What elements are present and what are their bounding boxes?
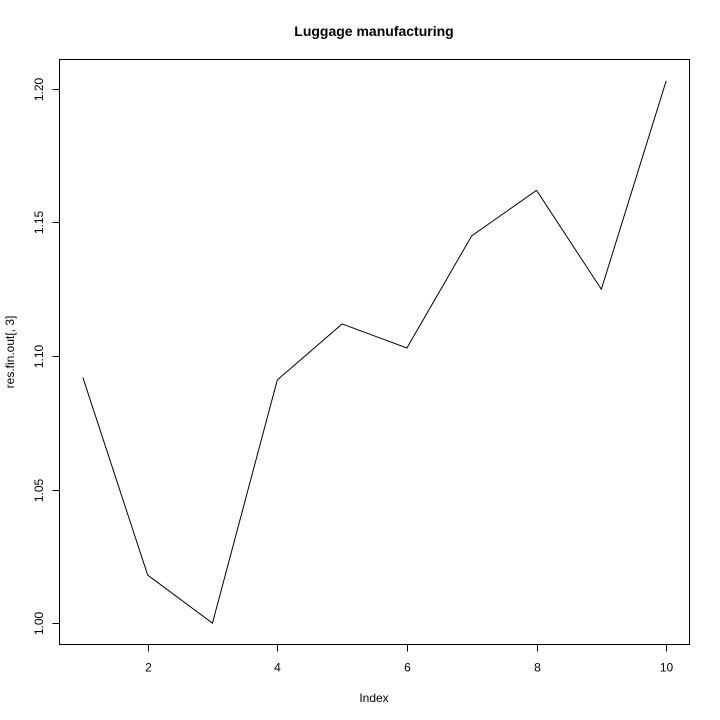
series-layer bbox=[82, 80, 667, 624]
series-line bbox=[82, 80, 667, 624]
x-axis: 2 4 6 8 10 bbox=[145, 644, 674, 675]
x-tick-label: 6 bbox=[404, 661, 411, 675]
plot-frame bbox=[59, 59, 690, 645]
x-axis-label: Index bbox=[359, 691, 388, 705]
y-tick-label: 1.05 bbox=[32, 478, 46, 502]
y-tick-label: 1.15 bbox=[32, 210, 46, 234]
x-tick-label: 4 bbox=[274, 661, 281, 675]
chart-title: Luggage manufacturing bbox=[294, 23, 453, 39]
y-axis: 1.00 1.05 1.10 1.15 1.20 bbox=[32, 77, 60, 635]
x-tick-label: 8 bbox=[534, 661, 541, 675]
y-tick-label: 1.20 bbox=[32, 77, 46, 101]
y-tick-label: 1.10 bbox=[32, 344, 46, 368]
x-tick-label: 10 bbox=[660, 661, 674, 675]
y-tick-label: 1.00 bbox=[32, 611, 46, 635]
y-axis-label: res.fin.out[, 3] bbox=[3, 316, 17, 389]
x-tick-label: 2 bbox=[145, 661, 152, 675]
